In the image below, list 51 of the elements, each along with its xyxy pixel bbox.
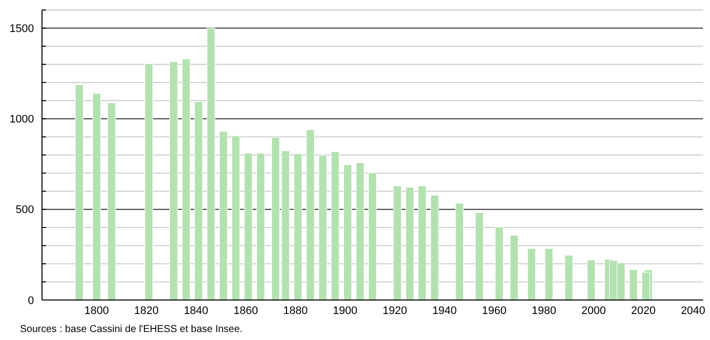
x-tick-label: 2020: [631, 305, 656, 317]
bar: [510, 234, 518, 300]
bar: [294, 153, 302, 300]
bar: [629, 269, 638, 300]
bar: [194, 101, 203, 300]
bar: [356, 162, 364, 300]
bar: [232, 135, 240, 300]
x-tick-label: 1860: [234, 305, 258, 317]
bar: [430, 194, 439, 300]
bar: [564, 254, 574, 300]
x-tick-label: 1900: [332, 305, 358, 317]
x-tick-label: 1800: [84, 305, 109, 317]
bar: [144, 63, 154, 300]
x-tick-label: 2040: [680, 305, 706, 317]
bar: [406, 186, 414, 300]
x-tick-label: 1980: [532, 305, 556, 317]
bar: [586, 260, 596, 300]
x-tick-label: 1820: [134, 305, 159, 317]
bar: [107, 102, 116, 300]
x-tick-label: 1960: [482, 305, 507, 317]
bar: [642, 272, 650, 300]
y-tick-label: 1500: [10, 22, 34, 35]
y-tick-label: 500: [16, 204, 34, 216]
bar: [494, 226, 504, 300]
bar: [244, 152, 253, 300]
bar: [544, 248, 554, 300]
x-tick-label: 1940: [432, 305, 457, 317]
source-note: Sources : base Cassini de l'EHESS et base Insee.: [20, 324, 243, 335]
bar: [343, 164, 352, 300]
bar: [393, 186, 402, 300]
x-tick-label: 1840: [184, 305, 208, 317]
x-tick-label: 1880: [283, 305, 308, 317]
bar: [256, 152, 265, 300]
bar: [368, 172, 377, 300]
bar: [475, 212, 484, 300]
bar: [318, 155, 328, 300]
bar: [182, 58, 190, 300]
bar: [75, 84, 84, 300]
x-tick-label: 1920: [382, 305, 408, 317]
bar: [306, 130, 315, 300]
bar: [169, 61, 178, 300]
y-tick-label: 1000: [10, 114, 34, 126]
bar: [206, 28, 216, 300]
bar: [330, 151, 340, 300]
bar: [418, 186, 426, 300]
x-tick-label: 2000: [581, 305, 606, 317]
bar: [92, 93, 101, 300]
bar: [455, 202, 464, 300]
y-tick-label: 0: [28, 294, 34, 307]
bar: [527, 248, 536, 300]
bar: [219, 131, 228, 300]
